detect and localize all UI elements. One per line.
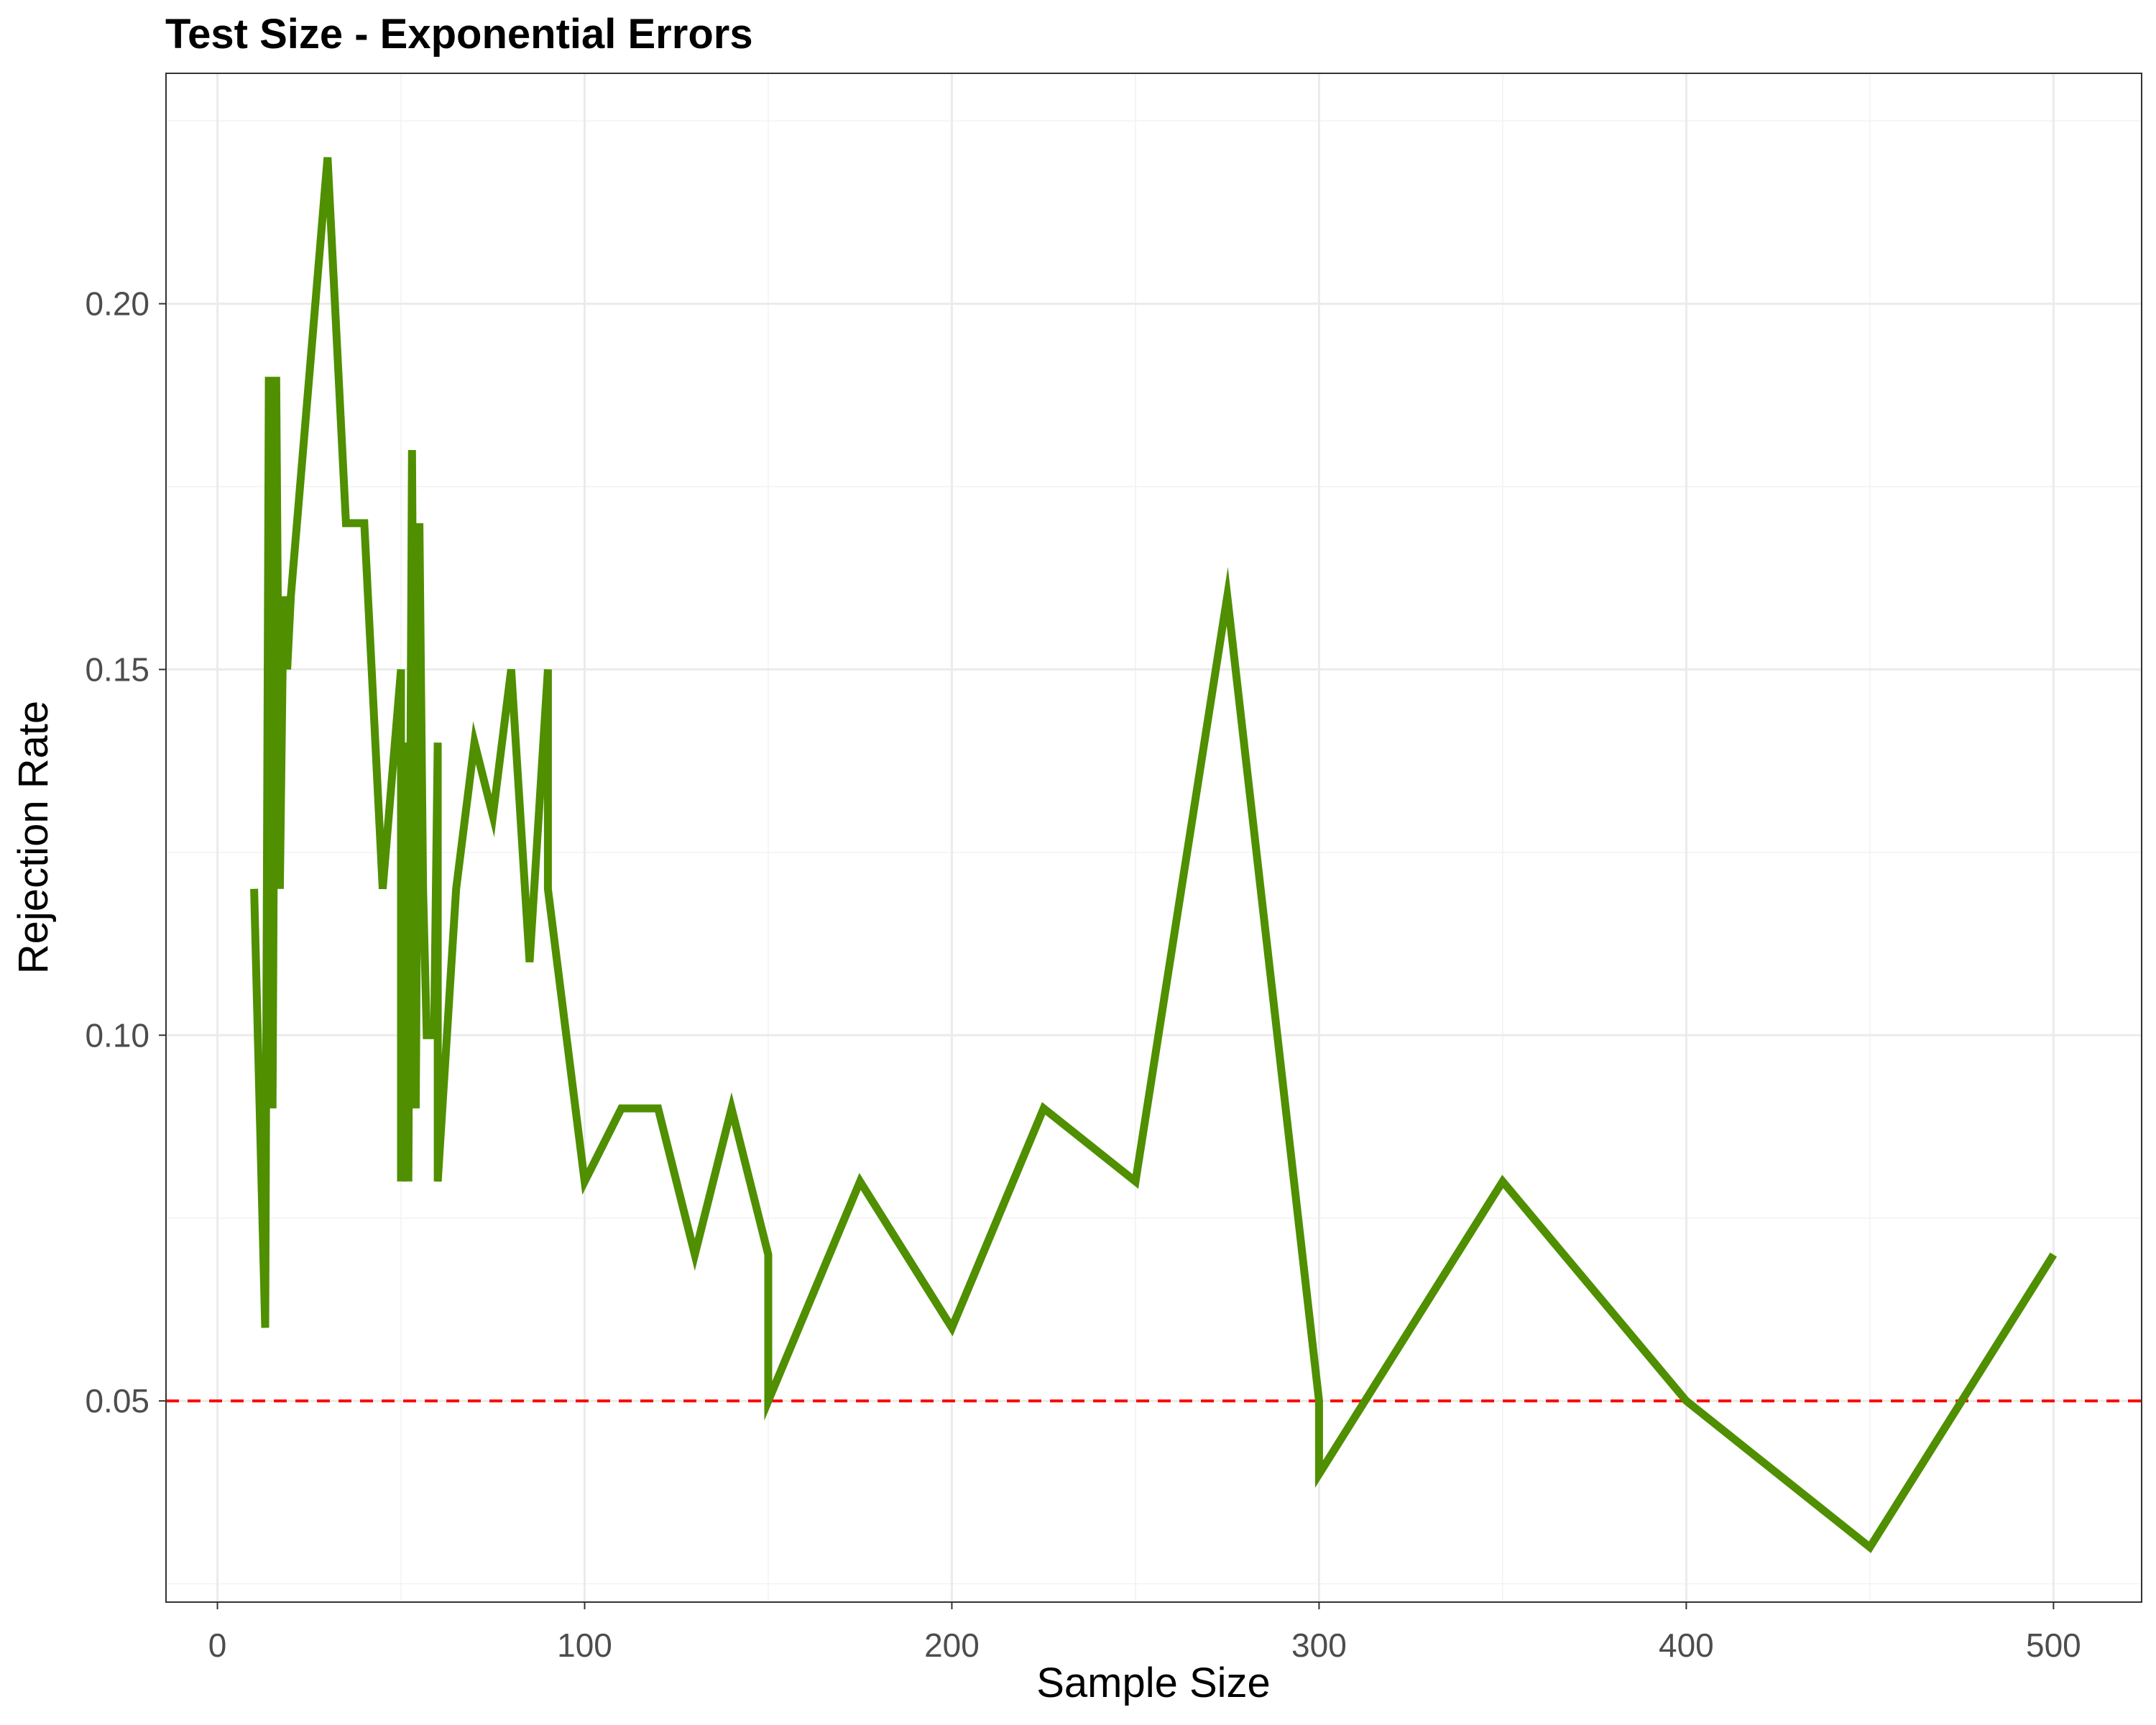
- y-axis-title: Rejection Rate: [10, 701, 57, 974]
- series-layer: [250, 157, 2058, 1553]
- x-tick-label: 400: [1659, 1627, 1714, 1664]
- grid: [166, 73, 2142, 1602]
- plot-panel-border: [165, 73, 2142, 1603]
- x-tick-label: 300: [1291, 1627, 1347, 1664]
- y-tick-label: 0.05: [85, 1382, 149, 1420]
- y-tick-label: 0.15: [85, 650, 149, 688]
- x-axis-title: Sample Size: [1036, 1660, 1271, 1706]
- x-tick-label: 200: [924, 1627, 980, 1664]
- y-tick-label: 0.20: [85, 285, 149, 323]
- x-tick-label: 500: [2026, 1627, 2081, 1664]
- x-tick-label: 100: [557, 1627, 612, 1664]
- chart-title: Test Size - Exponential Errors: [165, 11, 753, 58]
- y-tick-label: 0.10: [85, 1016, 149, 1054]
- x-tick-label: 0: [208, 1627, 227, 1664]
- axis-ticks: 0 100 200 300 400 500 0.05 0.10 0.15 0.20: [85, 285, 2081, 1664]
- series-line: [250, 157, 2058, 1553]
